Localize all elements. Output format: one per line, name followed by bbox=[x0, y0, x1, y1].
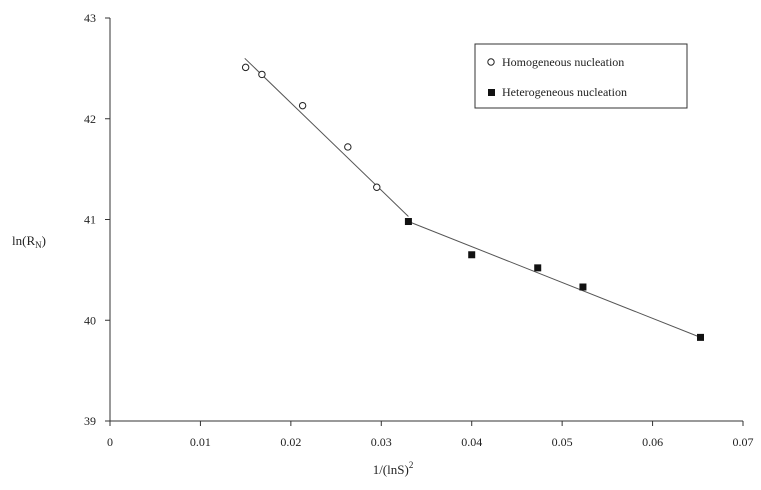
point-homogeneous bbox=[373, 183, 381, 191]
legend-marker-heterogeneous bbox=[488, 89, 495, 96]
legend-marker-homogeneous bbox=[487, 58, 495, 66]
point-heterogeneous bbox=[404, 218, 412, 226]
point-homogeneous bbox=[258, 70, 266, 79]
y-tick-label: 39 bbox=[84, 414, 96, 428]
legend: Homogeneous nucleation Heterogeneous nuc… bbox=[474, 43, 688, 109]
x-tick-label: 0.07 bbox=[733, 435, 754, 449]
x-tick-label: 0.06 bbox=[642, 435, 663, 449]
point-heterogeneous bbox=[468, 251, 476, 259]
y-axis-label-subscript: N bbox=[35, 240, 42, 250]
x-axis-label: 1/(lnS)2 bbox=[373, 460, 414, 477]
point-heterogeneous bbox=[696, 333, 704, 341]
x-tick-label: 0.04 bbox=[461, 435, 482, 449]
y-tick-label: 40 bbox=[84, 313, 96, 327]
x-tick-label: 0.01 bbox=[190, 435, 211, 449]
fit-lines bbox=[244, 57, 701, 338]
point-homogeneous bbox=[344, 143, 352, 151]
legend-label-heterogeneous: Heterogeneous nucleation bbox=[502, 85, 627, 99]
data-points bbox=[241, 63, 704, 341]
x-tick-label: 0 bbox=[107, 435, 113, 449]
axes: 39 40 41 42 43 0 0.01 0.02 0.03 0.04 0.05 0.06 0.07 bbox=[84, 11, 754, 449]
y-tick-label: 43 bbox=[84, 11, 96, 25]
x-axis-label-superscript: 2 bbox=[409, 460, 414, 470]
x-axis-label-main: 1/(lnS) bbox=[373, 462, 409, 477]
legend-box bbox=[474, 43, 688, 109]
y-axis-label: ln(RN) bbox=[12, 233, 46, 250]
fit-line-heterogeneous bbox=[408, 221, 701, 338]
fit-line-homogeneous bbox=[244, 57, 409, 217]
x-tick-label: 0.03 bbox=[371, 435, 392, 449]
y-tick-label: 41 bbox=[84, 213, 96, 227]
point-homogeneous bbox=[241, 63, 250, 72]
y-tick-label: 42 bbox=[84, 112, 96, 126]
x-tick-label: 0.05 bbox=[552, 435, 573, 449]
y-axis-label-close: ) bbox=[42, 233, 46, 248]
point-heterogeneous bbox=[579, 283, 587, 291]
x-tick-label: 0.02 bbox=[280, 435, 301, 449]
y-axis-label-main: ln(R bbox=[12, 233, 35, 248]
legend-label-homogeneous: Homogeneous nucleation bbox=[502, 55, 624, 69]
point-homogeneous bbox=[298, 101, 307, 110]
point-heterogeneous bbox=[534, 264, 542, 272]
